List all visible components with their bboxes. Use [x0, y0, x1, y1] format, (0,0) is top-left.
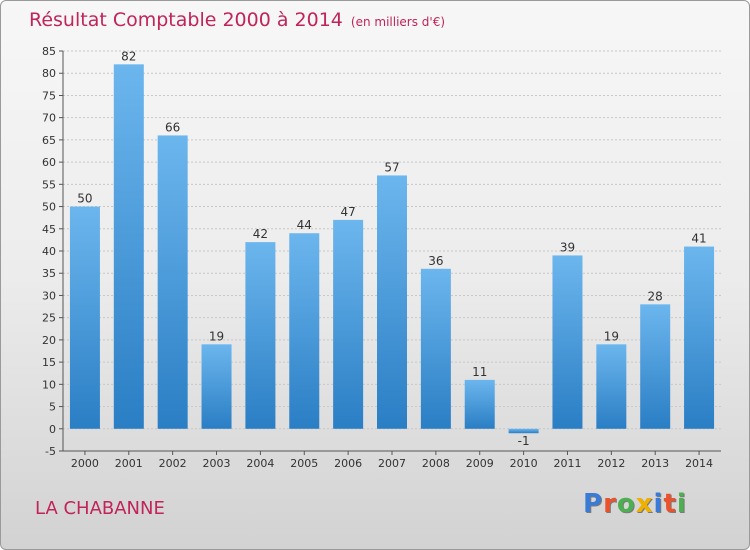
y-tick-label: 10	[42, 378, 56, 391]
value-label: 11	[472, 365, 487, 379]
value-label: 50	[77, 192, 92, 206]
x-tick-label: 2009	[466, 457, 494, 470]
bar-2003	[201, 344, 232, 429]
bar-2001	[113, 64, 144, 429]
logo-letter: x	[635, 489, 654, 519]
value-label: 28	[648, 289, 663, 303]
value-labels: 50 82 66 19 42 44 47 57 36 11 -1 39 19 28 41	[77, 49, 706, 448]
x-tick-label: 2007	[378, 457, 406, 470]
x-tick-label: 2008	[422, 457, 450, 470]
axes: -5 0 5 10 15 20 25 30 35 40 45 50 55 60 65 70 75 80 85 2000…	[42, 45, 721, 470]
commune-name: LA CHABANNE	[35, 498, 165, 519]
y-tick-label: 85	[42, 45, 56, 58]
x-tick-label: 2013	[641, 457, 669, 470]
proxiti-logo[interactable]: Proxiti	[583, 489, 687, 519]
bar-2011	[552, 255, 583, 429]
y-tick-label: 20	[42, 334, 56, 347]
value-label: 82	[121, 49, 136, 63]
x-tick-label: 2014	[685, 457, 713, 470]
y-tick-label: 50	[42, 201, 56, 214]
x-tick-label: 2012	[597, 457, 625, 470]
logo-letter: o	[616, 489, 636, 519]
x-tick-label: 2005	[290, 457, 318, 470]
y-tick-label: 80	[42, 67, 56, 80]
value-label: 44	[297, 218, 312, 232]
bars	[69, 64, 715, 434]
value-label: -1	[518, 434, 530, 448]
value-label: 66	[165, 120, 180, 134]
x-tick-label: 2001	[115, 457, 143, 470]
y-tick-label: 35	[42, 267, 56, 280]
value-label: 19	[209, 329, 224, 343]
x-tick-label: 2002	[159, 457, 187, 470]
bar-2007	[377, 175, 407, 429]
bar-2012	[596, 344, 627, 429]
y-tick-label: 40	[42, 245, 56, 258]
logo-letter: P	[583, 489, 604, 519]
bar-2008	[420, 268, 451, 429]
bar-2010	[508, 428, 539, 434]
x-tick-label: 2006	[334, 457, 362, 470]
bar-2000	[69, 206, 100, 429]
logo-letter: t	[663, 489, 677, 519]
bar-2002	[157, 135, 188, 429]
value-label: 39	[560, 240, 575, 254]
x-tick-label: 2011	[553, 457, 581, 470]
y-tick-label: -5	[45, 445, 56, 458]
chart-title-unit: (en milliers d'€)	[350, 15, 446, 29]
y-tick-label: 70	[42, 112, 56, 125]
y-tick-label: 15	[42, 356, 56, 369]
y-tick-label: 75	[42, 89, 56, 102]
bar-2009	[464, 379, 495, 429]
x-tick-label: 2003	[203, 457, 231, 470]
y-tick-label: 60	[42, 156, 56, 169]
value-label: 47	[340, 205, 355, 219]
x-tick-label: 2004	[246, 457, 274, 470]
logo-letter: i	[653, 489, 664, 519]
x-tick-label: 2000	[71, 457, 99, 470]
value-label: 57	[384, 160, 399, 174]
x-tick-label: 2010	[510, 457, 538, 470]
bar-2004	[245, 242, 276, 429]
y-tick-label: 30	[42, 289, 56, 302]
y-tick-label: 0	[49, 423, 56, 436]
y-tick-label: 65	[42, 134, 56, 147]
chart-title: Résultat Comptable 2000 à 2014 (en millie…	[29, 9, 445, 31]
y-tick-label: 45	[42, 223, 56, 236]
value-label: 19	[604, 329, 619, 343]
value-label: 41	[691, 232, 706, 246]
bar-2013	[640, 304, 671, 429]
logo-letter: i	[676, 489, 687, 519]
bar-2005	[289, 233, 320, 429]
y-tick-label: 25	[42, 312, 56, 325]
chart-title-main: Résultat Comptable 2000 à 2014	[29, 9, 343, 31]
bar-2006	[333, 219, 364, 429]
y-tick-label: 55	[42, 178, 56, 191]
value-label: 42	[253, 227, 268, 241]
logo-letter: r	[603, 489, 617, 519]
y-tick-label: 5	[49, 401, 56, 414]
value-label: 36	[428, 254, 443, 268]
bar-2014	[684, 246, 715, 429]
